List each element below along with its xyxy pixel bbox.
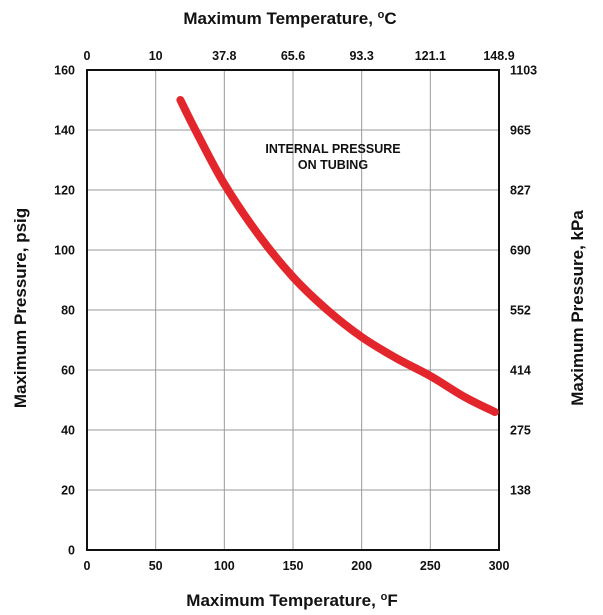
left-tick-label: 60 xyxy=(61,364,75,378)
right-tick-label: 827 xyxy=(510,184,531,198)
right-tick-label: 690 xyxy=(510,244,531,258)
right-axis-ticks: 138 275 414 552 690 827 965 1103 xyxy=(510,64,537,498)
top-axis-title-degree: o xyxy=(378,9,385,21)
pressure-curve xyxy=(176,96,499,416)
bottom-tick-label: 150 xyxy=(283,559,304,573)
left-tick-label: 140 xyxy=(54,124,75,138)
left-tick-label: 0 xyxy=(68,544,75,558)
top-tick-label: 93.3 xyxy=(349,49,373,63)
top-tick-label: 148.9 xyxy=(483,49,514,63)
top-axis-ticks: 0 10 37.8 65.6 93.3 121.1 148.9 xyxy=(84,49,515,63)
bottom-axis-title: Maximum Temperature, oF xyxy=(186,591,397,610)
left-tick-label: 20 xyxy=(61,484,75,498)
top-axis-title-text: Maximum Temperature, xyxy=(183,9,377,28)
left-tick-label: 160 xyxy=(54,64,75,78)
top-tick-label: 37.8 xyxy=(212,49,236,63)
left-axis-ticks: 0 20 40 60 80 100 120 140 160 xyxy=(54,64,75,558)
bottom-tick-label: 0 xyxy=(84,559,91,573)
top-axis-title-unit: C xyxy=(384,9,396,28)
right-tick-label: 138 xyxy=(510,484,531,498)
bottom-tick-label: 50 xyxy=(149,559,163,573)
top-axis-title: Maximum Temperature, oC xyxy=(183,9,396,28)
left-tick-label: 40 xyxy=(61,424,75,438)
right-tick-label: 275 xyxy=(510,424,531,438)
left-tick-label: 100 xyxy=(54,244,75,258)
left-tick-label: 80 xyxy=(61,304,75,318)
bottom-axis-title-degree: o xyxy=(381,591,388,603)
right-tick-label: 552 xyxy=(510,304,531,318)
bottom-tick-label: 250 xyxy=(420,559,441,573)
right-tick-label: 1103 xyxy=(510,64,537,78)
top-tick-label: 121.1 xyxy=(415,49,446,63)
right-axis-title: Maximum Pressure, kPa xyxy=(568,210,587,406)
top-tick-label: 0 xyxy=(84,49,91,63)
bottom-axis-ticks: 0 50 100 150 200 250 300 xyxy=(84,559,510,573)
bottom-tick-label: 300 xyxy=(489,559,510,573)
bottom-tick-label: 100 xyxy=(214,559,235,573)
grid-lines xyxy=(87,70,499,550)
top-tick-label: 10 xyxy=(149,49,163,63)
top-tick-label: 65.6 xyxy=(281,49,305,63)
annotation-line-2: ON TUBING xyxy=(298,158,368,172)
right-tick-label: 414 xyxy=(510,364,531,378)
left-axis-title: Maximum Pressure, psig xyxy=(11,208,30,408)
series-layer xyxy=(176,96,499,416)
right-tick-label: 965 xyxy=(510,124,531,138)
bottom-axis-title-text: Maximum Temperature, xyxy=(186,591,380,610)
bottom-axis-title-unit: F xyxy=(387,591,397,610)
bottom-tick-label: 200 xyxy=(351,559,372,573)
plot-frame xyxy=(86,69,500,551)
left-tick-label: 120 xyxy=(54,184,75,198)
annotation-line-1: INTERNAL PRESSURE xyxy=(265,142,400,156)
